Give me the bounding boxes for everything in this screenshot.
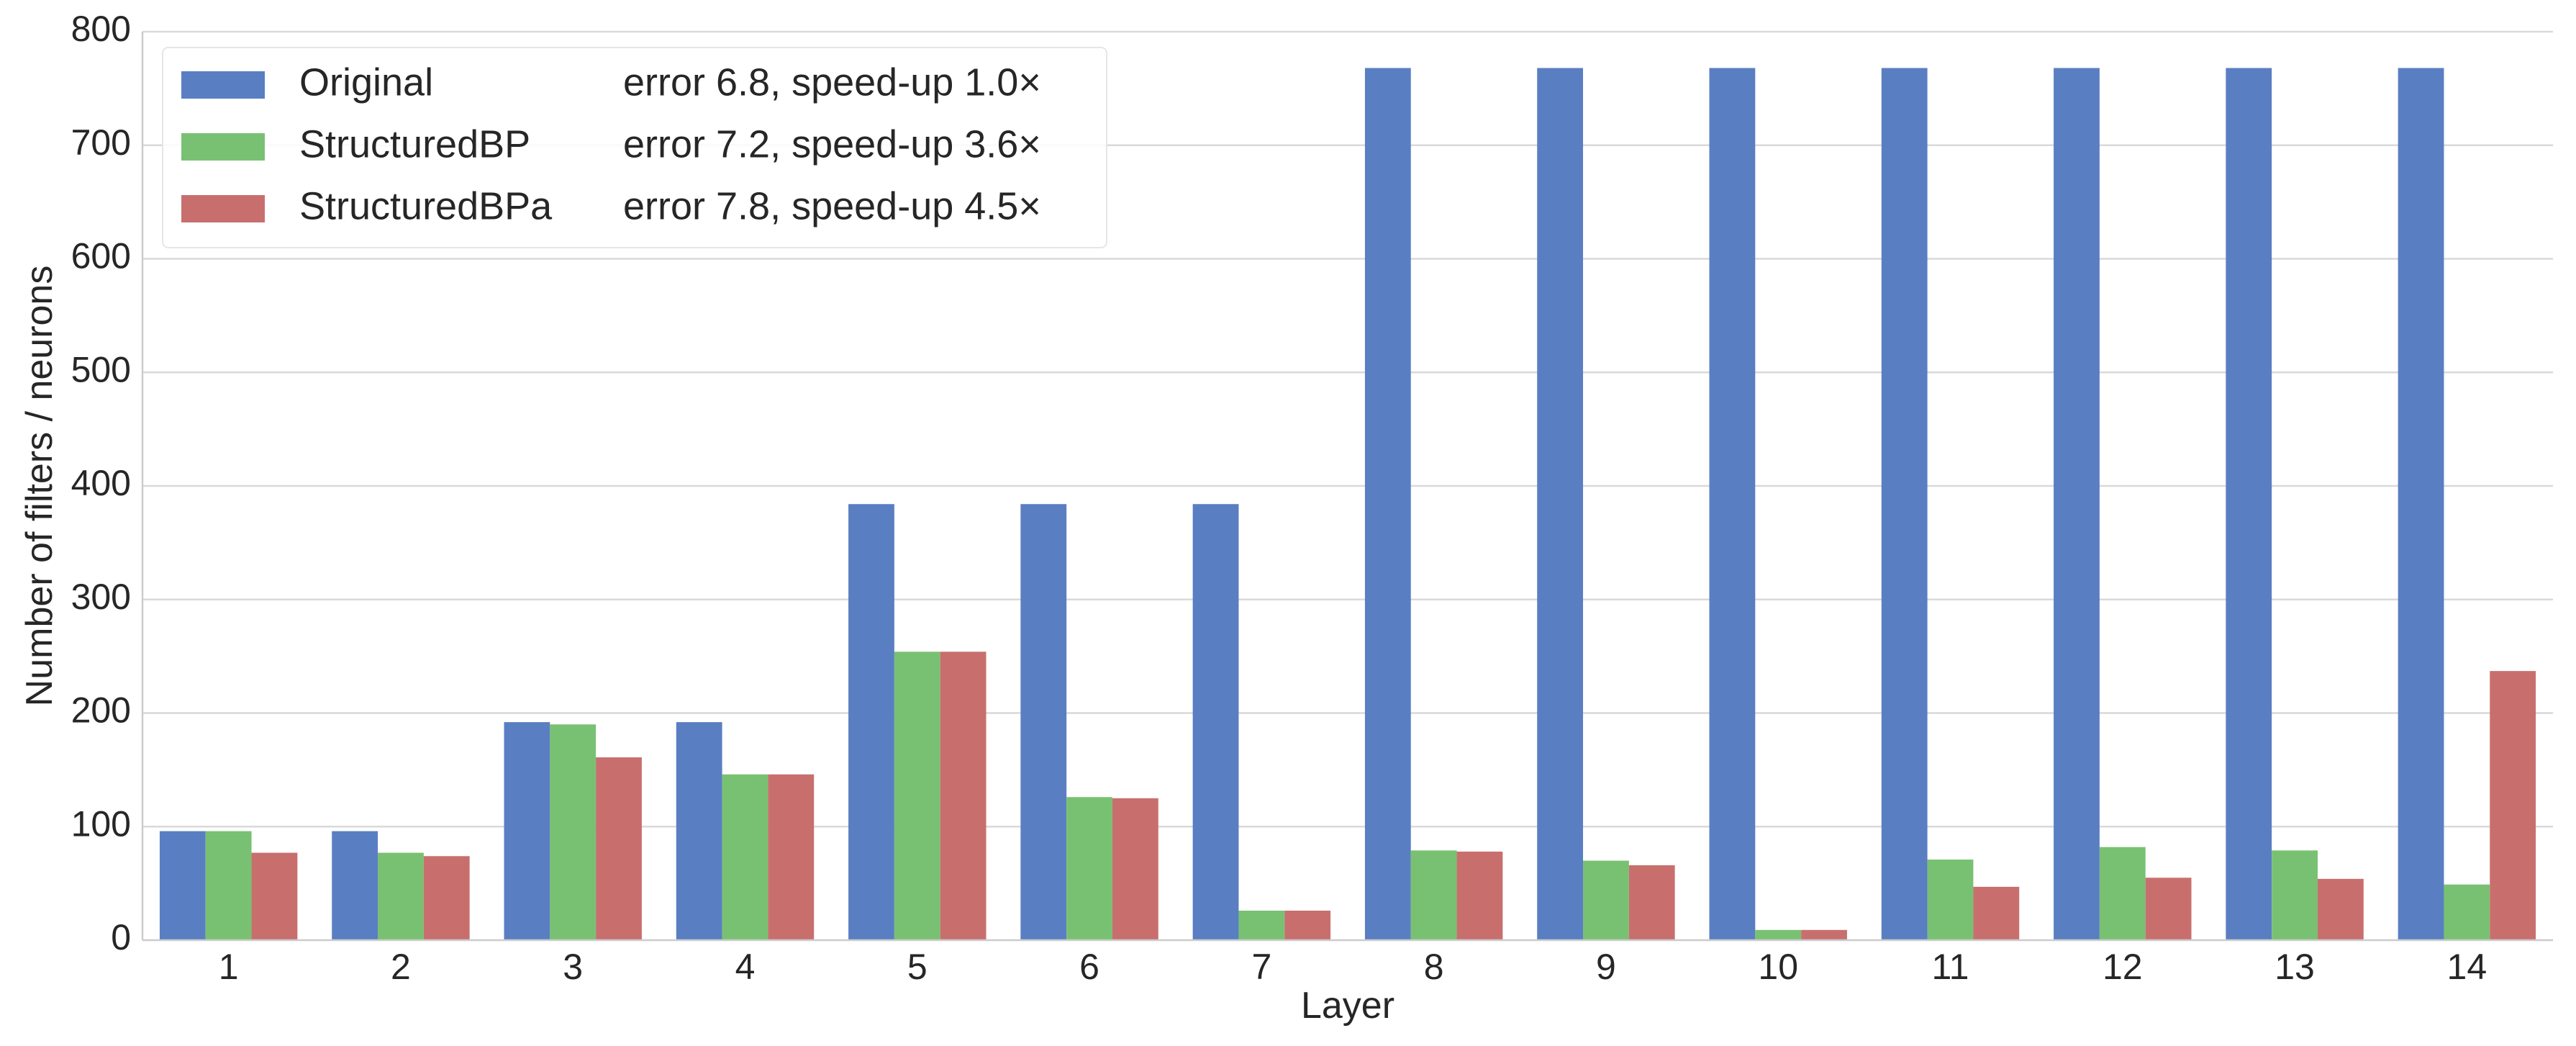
x-tick-label: 5	[907, 947, 928, 987]
bar-structuredbpa-layer-14	[2490, 671, 2536, 940]
x-tick-label: 7	[1251, 947, 1271, 987]
bar-original-layer-14	[2398, 68, 2444, 941]
x-tick-label: 10	[1758, 947, 1798, 987]
y-axis-title: Number of filters / neurons	[19, 266, 60, 707]
legend-swatch-structuredbpa	[181, 195, 265, 222]
y-tick-label: 200	[71, 690, 131, 731]
x-tick-label: 13	[2275, 947, 2315, 987]
x-tick-label: 12	[2103, 947, 2143, 987]
bar-structuredbp-layer-6	[1066, 797, 1112, 940]
bar-structuredbp-layer-3	[550, 724, 597, 940]
y-tick-label: 700	[71, 122, 131, 163]
bar-original-layer-13	[2226, 68, 2272, 941]
legend-label-structuredbpa: StructuredBPa	[299, 184, 553, 227]
y-tick-label: 300	[71, 577, 131, 617]
legend-label-structuredbp: StructuredBP	[299, 122, 530, 166]
bar-structuredbpa-layer-12	[2145, 878, 2192, 940]
bar-original-layer-9	[1537, 68, 1584, 941]
x-tick-label: 2	[391, 947, 411, 987]
legend: Original error 6.8, speed-up 1.0× Structur…	[162, 47, 1107, 248]
y-tick-label: 800	[71, 9, 131, 49]
x-tick-label: 3	[563, 947, 583, 987]
bar-structuredbpa-layer-13	[2317, 878, 2364, 940]
x-tick-label: 6	[1079, 947, 1099, 987]
y-tick-label: 500	[71, 349, 131, 389]
bars	[159, 68, 2536, 941]
x-tick-label: 9	[1596, 947, 1616, 987]
bar-original-layer-1	[159, 831, 206, 940]
x-tick-label: 11	[1932, 947, 1969, 987]
bar-structuredbp-layer-1	[205, 831, 252, 940]
bar-structuredbp-layer-12	[2099, 847, 2146, 940]
bar-structuredbpa-layer-6	[1112, 798, 1158, 940]
bar-structuredbpa-layer-3	[596, 757, 642, 940]
bar-original-layer-12	[2054, 68, 2100, 941]
legend-note-structuredbpa: error 7.8, speed-up 4.5×	[623, 184, 1041, 227]
x-tick-label: 14	[2447, 947, 2487, 987]
bar-original-layer-2	[332, 831, 378, 940]
legend-box	[162, 47, 1107, 248]
bar-structuredbp-layer-2	[378, 852, 424, 940]
bar-structuredbpa-layer-8	[1456, 851, 1503, 940]
bar-original-layer-10	[1709, 68, 1756, 941]
bar-original-layer-8	[1364, 68, 1411, 941]
y-tick-label: 600	[71, 236, 131, 276]
bar-structuredbp-layer-9	[1583, 860, 1629, 940]
bar-structuredbp-layer-7	[1238, 910, 1285, 940]
bar-original-layer-4	[676, 722, 722, 940]
legend-swatch-structuredbp	[181, 133, 265, 161]
x-axis-title: Layer	[1301, 985, 1394, 1027]
bar-structuredbpa-layer-2	[423, 856, 470, 940]
bar-structuredbpa-layer-10	[1801, 929, 1847, 940]
y-tick-label: 100	[71, 803, 131, 844]
bar-original-layer-5	[848, 504, 894, 940]
bar-structuredbpa-layer-4	[768, 774, 815, 940]
legend-note-structuredbp: error 7.2, speed-up 3.6×	[623, 122, 1041, 166]
bar-original-layer-6	[1020, 504, 1067, 940]
legend-label-original: Original	[299, 60, 433, 104]
bar-structuredbpa-layer-11	[1973, 886, 2020, 940]
y-tick-label: 400	[71, 463, 131, 503]
bar-structuredbp-layer-13	[2272, 850, 2318, 940]
bar-structuredbp-layer-14	[2444, 884, 2490, 940]
legend-swatch-original	[181, 71, 265, 99]
bar-structuredbpa-layer-9	[1628, 865, 1675, 940]
bar-structuredbp-layer-10	[1755, 929, 1802, 940]
x-tick-label: 8	[1424, 947, 1444, 987]
bar-structuredbp-layer-8	[1410, 850, 1457, 940]
y-tick-label: 0	[111, 917, 131, 957]
x-tick-label: 1	[219, 947, 239, 987]
bar-structuredbp-layer-5	[894, 652, 940, 940]
bar-structuredbpa-layer-5	[940, 652, 987, 940]
bar-original-layer-7	[1192, 504, 1239, 940]
bar-original-layer-3	[504, 722, 550, 940]
bar-structuredbp-layer-11	[1927, 859, 1974, 940]
axes	[141, 32, 2553, 942]
legend-note-original: error 6.8, speed-up 1.0×	[623, 60, 1041, 104]
bar-structuredbp-layer-4	[722, 774, 768, 940]
bar-structuredbpa-layer-1	[251, 852, 298, 940]
bar-original-layer-11	[1881, 68, 1928, 941]
bar-structuredbpa-layer-7	[1284, 910, 1331, 940]
x-tick-label: 4	[735, 947, 756, 987]
